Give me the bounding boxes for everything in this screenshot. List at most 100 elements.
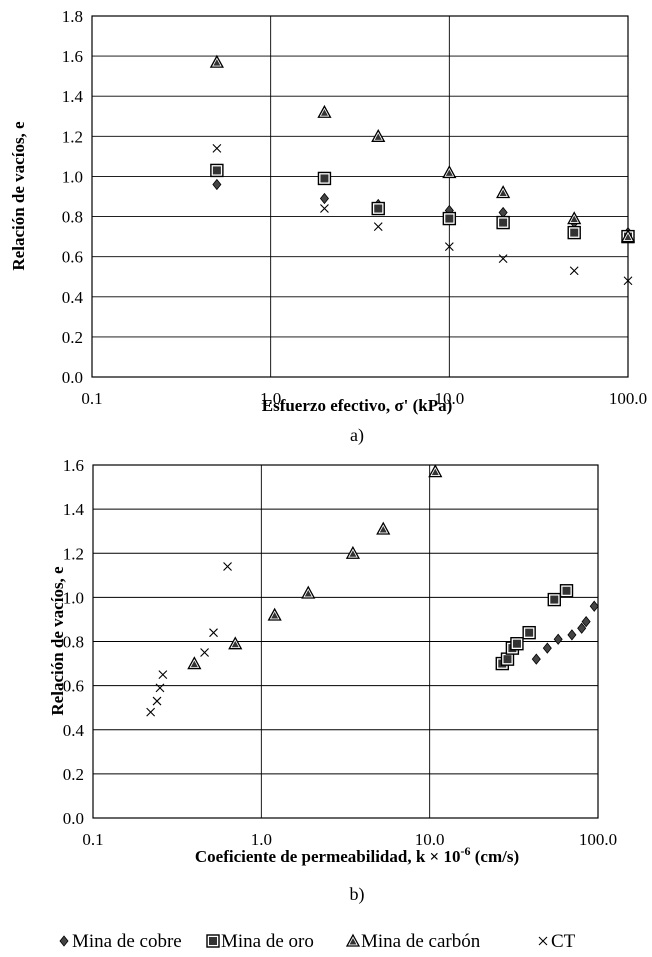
point-ct-b bbox=[152, 696, 162, 706]
legend-item-mina-de-oro: Mina de oro bbox=[206, 931, 314, 952]
caption-b: b) bbox=[350, 884, 365, 905]
point-mina-de-oro-b bbox=[510, 637, 524, 651]
point-ct-b bbox=[146, 707, 156, 717]
point-ct-b bbox=[209, 628, 218, 638]
point-mina-de-carb-n-a bbox=[496, 185, 511, 199]
y-tick-label-a: 0.0 bbox=[62, 368, 83, 387]
x-tick-label-a: 0.1 bbox=[81, 389, 102, 408]
y-tick-labels-b: 0.0 0.2 0.4 0.6 0.8 1.0 1.2 1.4 1.6 bbox=[63, 456, 85, 828]
point-mina-de-cobre-b bbox=[581, 616, 591, 628]
legend-label-mina-de-carb-n: Mina de carbón bbox=[361, 931, 481, 952]
y-tick-label-b: 0.6 bbox=[63, 677, 84, 696]
plot-area-a bbox=[91, 15, 629, 378]
point-mina-de-cobre-b bbox=[567, 629, 577, 641]
data-points-b bbox=[146, 464, 599, 717]
point-ct-a bbox=[623, 276, 633, 286]
legend-item-mina-de-cobre: Mina de cobre bbox=[59, 931, 182, 952]
y-tick-label-a: 1.8 bbox=[62, 7, 83, 26]
point-mina-de-carb-n-a bbox=[567, 211, 582, 225]
y-tick-label-a: 0.4 bbox=[62, 288, 84, 307]
legend-marker-ct bbox=[538, 936, 548, 946]
point-ct-a bbox=[498, 254, 508, 264]
x-axis-title-b-exponent: -6 bbox=[460, 844, 470, 858]
y-tick-label-b: 1.4 bbox=[63, 500, 85, 519]
x-tick-label-b: 100.0 bbox=[579, 830, 617, 849]
point-mina-de-carb-n-a bbox=[317, 104, 332, 118]
point-mina-de-cobre-a bbox=[319, 192, 329, 205]
point-mina-de-oro-a bbox=[567, 225, 581, 240]
point-mina-de-carb-n-b bbox=[345, 545, 361, 559]
legend-label-mina-de-oro: Mina de oro bbox=[221, 931, 314, 952]
x-tick-labels-a: 0.1 1.0 10.0 100.0 bbox=[81, 389, 647, 408]
point-mina-de-carb-n-a bbox=[442, 165, 457, 179]
point-mina-de-carb-n-a bbox=[209, 54, 224, 68]
point-mina-de-cobre-a bbox=[212, 178, 222, 191]
point-mina-de-cobre-b bbox=[531, 653, 541, 665]
y-tick-label-b: 0.0 bbox=[63, 809, 84, 828]
point-mina-de-oro-a bbox=[371, 201, 385, 216]
x-tick-label-a: 100.0 bbox=[609, 389, 647, 408]
point-ct-a bbox=[444, 242, 454, 252]
y-tick-label-b: 0.4 bbox=[63, 721, 85, 740]
y-tick-label-b: 0.2 bbox=[63, 765, 84, 784]
data-points-a bbox=[209, 54, 636, 286]
y-tick-label-a: 1.6 bbox=[62, 47, 83, 66]
x-tick-label-b: 0.1 bbox=[82, 830, 103, 849]
point-mina-de-oro-a bbox=[210, 163, 224, 178]
point-ct-b bbox=[158, 670, 168, 679]
x-axis-title-a: Esfuerzo efectivo, σ' (kPa) bbox=[262, 396, 453, 415]
y-tick-label-a: 0.6 bbox=[62, 248, 83, 267]
chart-b-void-ratio-vs-permeability: 0.0 0.2 0.4 0.6 0.8 1.0 1.2 1.4 1.6 0.1 1.0 10.0 10… bbox=[48, 456, 617, 905]
x-axis-title-b: Coeficiente de permeabilidad, k × 10-6 (… bbox=[195, 844, 519, 866]
point-ct-b bbox=[155, 683, 165, 693]
point-mina-de-oro-a bbox=[317, 171, 332, 186]
legend-item-mina-de-carb-n: Mina de carbón bbox=[345, 931, 481, 952]
x-tick-label-b: 10.0 bbox=[415, 830, 445, 849]
point-mina-de-oro-b bbox=[500, 652, 515, 666]
point-mina-de-oro-a bbox=[496, 215, 510, 230]
point-mina-de-cobre-b bbox=[589, 600, 599, 612]
x-tick-label-a: 10.0 bbox=[434, 389, 464, 408]
point-ct-a bbox=[320, 204, 329, 213]
x-tick-label-b: 1.0 bbox=[251, 830, 272, 849]
point-mina-de-carb-n-b bbox=[187, 656, 202, 670]
y-tick-label-a: 1.4 bbox=[62, 87, 84, 106]
legend-item-ct: CT bbox=[538, 931, 576, 952]
legend-label-ct: CT bbox=[551, 931, 576, 952]
y-tick-label-b: 1.0 bbox=[63, 588, 84, 607]
point-mina-de-carb-n-b bbox=[376, 521, 391, 535]
point-mina-de-carb-n-b bbox=[301, 585, 316, 599]
point-mina-de-oro-b bbox=[522, 625, 536, 640]
y-tick-label-b: 1.2 bbox=[63, 544, 84, 563]
point-mina-de-cobre-b bbox=[577, 622, 587, 634]
point-mina-de-carb-n-b bbox=[428, 464, 443, 478]
y-tick-label-b: 0.8 bbox=[63, 633, 84, 652]
point-mina-de-oro-b bbox=[559, 584, 574, 598]
x-axis-title-b-main: Coeficiente de permeabilidad, k × 10 bbox=[195, 847, 461, 866]
y-tick-label-a: 0.8 bbox=[62, 208, 83, 227]
gridlines-b bbox=[92, 464, 599, 819]
point-mina-de-cobre-b bbox=[542, 642, 552, 654]
y-tick-label-b: 1.6 bbox=[63, 456, 84, 475]
legend-marker-mina-de-carb-n bbox=[345, 933, 361, 947]
legend-label-mina-de-cobre: Mina de cobre bbox=[72, 931, 182, 952]
y-axis-title-b: Relación de vacíos, e bbox=[48, 566, 67, 716]
gridlines-a bbox=[91, 15, 629, 378]
y-tick-label-a: 0.2 bbox=[62, 328, 83, 347]
point-ct-a bbox=[569, 266, 579, 276]
point-mina-de-oro-a bbox=[442, 211, 457, 226]
legend-marker-mina-de-oro bbox=[206, 934, 220, 948]
point-mina-de-cobre-b bbox=[553, 633, 563, 645]
y-axis-title-a: Relación de vacíos, e bbox=[9, 121, 28, 271]
point-ct-a bbox=[212, 143, 222, 153]
point-mina-de-carb-n-a bbox=[620, 229, 636, 243]
legend-marker-mina-de-cobre bbox=[59, 935, 69, 947]
y-tick-label-a: 1.2 bbox=[62, 127, 83, 146]
x-tick-label-a: 1.0 bbox=[260, 389, 281, 408]
point-ct-b bbox=[223, 562, 232, 571]
point-ct-a bbox=[373, 222, 383, 231]
legend: Mina de cobre Mina de oro Mina de carbón CT bbox=[59, 931, 576, 952]
point-mina-de-carb-n-b bbox=[228, 636, 243, 650]
point-ct-b bbox=[200, 648, 209, 657]
